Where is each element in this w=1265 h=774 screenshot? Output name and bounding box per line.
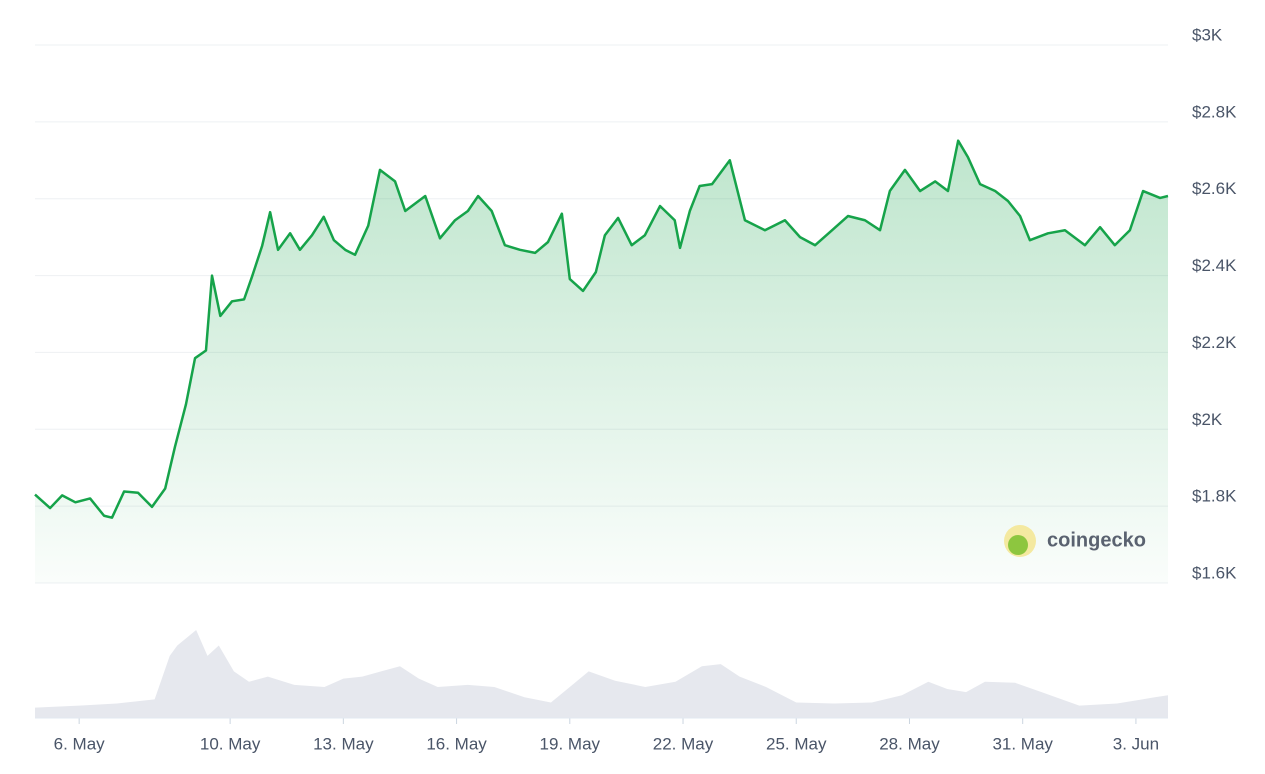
x-tick-label: 10. May bbox=[200, 734, 261, 753]
x-tick-label: 28. May bbox=[879, 734, 940, 753]
x-tick-label: 25. May bbox=[766, 734, 827, 753]
watermark: coingecko bbox=[1004, 525, 1146, 557]
x-tick-label: 6. May bbox=[54, 734, 106, 753]
x-tick-label: 31. May bbox=[992, 734, 1053, 753]
y-tick-label: $1.6K bbox=[1192, 563, 1237, 582]
logo-icon bbox=[1008, 535, 1028, 555]
x-tick-label: 3. Jun bbox=[1113, 734, 1159, 753]
y-tick-label: $3K bbox=[1192, 25, 1223, 44]
plot: $3K $2.8K $2.6K $2.4K $2.2K $2K $1.8K $1.6K 6. M… bbox=[34, 25, 1237, 753]
x-tick-label: 16. May bbox=[426, 734, 487, 753]
volume-area bbox=[35, 630, 1168, 718]
y-tick-label: $2.6K bbox=[1192, 179, 1237, 198]
y-tick-label: $2.2K bbox=[1192, 333, 1237, 352]
price-area bbox=[35, 140, 1168, 584]
x-tick-label: 13. May bbox=[313, 734, 374, 753]
x-tick-label: 22. May bbox=[653, 734, 714, 753]
x-tick-label: 19. May bbox=[540, 734, 601, 753]
y-tick-label: $2.4K bbox=[1192, 256, 1237, 275]
y-tick-label: $2.8K bbox=[1192, 102, 1237, 121]
price-line bbox=[34, 139, 1169, 519]
y-tick-label: $1.8K bbox=[1192, 487, 1237, 506]
logo-text: coingecko bbox=[1047, 529, 1146, 551]
y-tick-label: $2K bbox=[1192, 410, 1223, 429]
